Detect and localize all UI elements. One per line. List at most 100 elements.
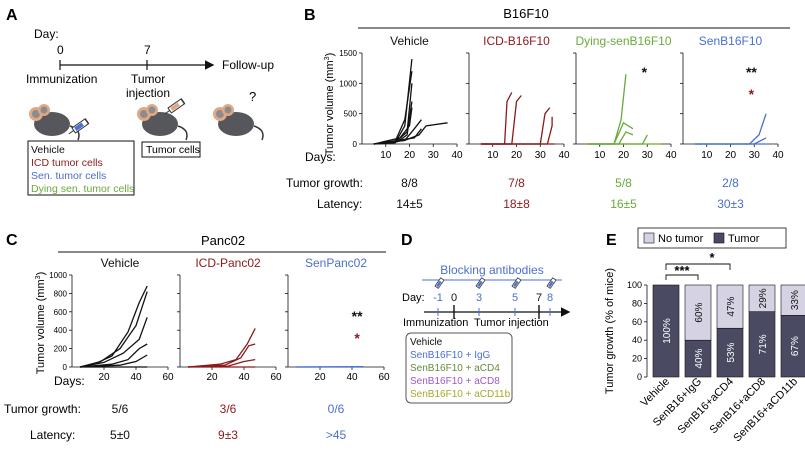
significance-star: *** xyxy=(674,263,690,278)
x-tick-label: 10 xyxy=(380,150,392,161)
subplot-title: ICD-Panc02 xyxy=(195,256,261,270)
x-tick-label: 10 xyxy=(487,150,499,161)
x-tick-label: 40 xyxy=(558,150,570,161)
significance-star: * xyxy=(709,250,715,265)
x-tick-label: 30 xyxy=(535,150,547,161)
panel-a-letter: A xyxy=(6,7,18,24)
panel-d-legend-item: SenB16F10 + aCD4 xyxy=(410,363,500,374)
panel-c: C Panc02 Tumor volume (mm3) Vehicle 0 200 4… xyxy=(4,232,390,442)
timeline-tick-label: 0 xyxy=(451,292,457,304)
latency-value: 9±3 xyxy=(218,428,238,442)
panel-a-follow-up: Follow-up xyxy=(222,58,274,72)
y-tick-label: 600 xyxy=(54,308,68,317)
series-line xyxy=(587,74,627,145)
syringe-fluid xyxy=(513,280,519,288)
subplot-title: Vehicle xyxy=(390,34,429,48)
series-line xyxy=(79,285,148,368)
panel-a-legend-box xyxy=(27,140,135,196)
legend-box xyxy=(637,227,787,249)
x-tick-label: 40 xyxy=(451,150,463,161)
panel-c-latency-label: Latency: xyxy=(30,428,75,442)
latency-value: 5±0 xyxy=(110,428,130,442)
syringe-fluid xyxy=(477,280,483,288)
category-label: SenB16+aCD4 xyxy=(676,376,737,437)
panel-a-tick-label-0: 0 xyxy=(57,43,64,57)
significance-bracket xyxy=(665,274,699,280)
bar-tumor xyxy=(780,315,805,378)
panel-c-growth-label: Tumor growth: xyxy=(4,402,81,416)
x-tick-label: 30 xyxy=(749,150,761,161)
panel-a-tumor-line1: Tumor xyxy=(131,72,165,86)
significance-star: * xyxy=(354,330,360,346)
x-tick-label: 20 xyxy=(618,150,630,161)
syringe-icon xyxy=(164,98,186,115)
latency-value: 14±5 xyxy=(396,197,423,211)
panel-b-ylabel: Tumor volume (mm3) xyxy=(324,53,336,156)
syringe-fluid xyxy=(548,280,554,288)
panel-b: B B16F10 Tumor volume (mm3) Vehicle 0 500 1… xyxy=(286,6,790,211)
x-tick-label: 40 xyxy=(346,372,358,383)
x-tick-label: 40 xyxy=(238,372,250,383)
subplot-title: SenB16F10 xyxy=(699,34,763,48)
y-tick-label: 0 xyxy=(353,140,358,149)
y-tick-label: 100 xyxy=(627,280,642,290)
panel-a-legend-item: Sen. tumor cells xyxy=(31,170,106,182)
tumor-growth-value: 5/8 xyxy=(615,176,632,190)
legend-label: Tumor xyxy=(728,233,760,245)
panel-d-day-label: Day: xyxy=(402,292,425,304)
x-tick-label: 20 xyxy=(404,150,416,161)
subplot-title: ICD-B16F10 xyxy=(483,34,550,48)
bar-tumor-label: 100% xyxy=(662,318,673,344)
panel-d: D Blocking antibodies Day: -1 0 3 5 7 8 Immun… xyxy=(401,232,571,404)
series-line xyxy=(79,343,148,368)
series-line xyxy=(587,121,634,145)
bar-tumor xyxy=(716,327,744,378)
y-tick-label: 0 xyxy=(63,363,68,372)
subplot-title: Vehicle xyxy=(101,256,140,270)
series-line xyxy=(373,59,413,145)
subplot: Dying-senB16F10 10 20 30 40 * 5/8 16±5 xyxy=(573,34,677,211)
x-tick-label: 40 xyxy=(665,150,677,161)
significance-star: * xyxy=(749,86,755,102)
significance-bracket xyxy=(665,263,731,270)
series-line xyxy=(587,131,634,145)
bar-tumor-label: 40% xyxy=(694,348,705,368)
panel-d-legend-item: SenB16F10 + IgG xyxy=(410,350,491,361)
latency-value: 30±3 xyxy=(717,197,744,211)
y-tick-label: 20 xyxy=(632,354,642,364)
panel-d-legend-item: SenB16F10 + aCD11b xyxy=(410,389,511,400)
x-tick-label: 20 xyxy=(314,372,326,383)
panel-a-tumor-cells-label: Tumor cells xyxy=(146,144,200,156)
panel-a-tumor-line2: injection xyxy=(126,86,170,100)
y-tick-label: 500 xyxy=(344,110,358,119)
category-label: SenB16+aCD8 xyxy=(708,376,769,437)
x-tick-label: 60 xyxy=(162,372,174,383)
timeline-tick-label: 7 xyxy=(536,292,542,304)
y-tick-label: 1500 xyxy=(339,49,357,58)
series-line xyxy=(373,107,413,145)
series-line xyxy=(79,291,148,368)
series-line xyxy=(373,122,448,145)
panel-c-days-label: Days: xyxy=(54,374,85,388)
syringe-icon xyxy=(434,277,445,289)
y-tick-label: 80 xyxy=(632,298,642,308)
mouse-icon xyxy=(29,104,80,141)
panel-d-header: Blocking antibodies xyxy=(440,263,543,277)
panel-d-ticks: -1 0 3 5 7 8 xyxy=(433,277,557,319)
significance-star: * xyxy=(642,64,648,80)
subplot-title: Dying-senB16F10 xyxy=(575,34,671,48)
x-tick-label: 40 xyxy=(130,372,142,383)
panel-b-growth-label: Tumor growth: xyxy=(286,176,363,190)
bar-tumor xyxy=(684,339,712,378)
panel-a-question: ? xyxy=(249,89,256,104)
legend-swatch xyxy=(643,232,655,244)
mouse-icon xyxy=(137,104,188,141)
series-line xyxy=(79,317,148,368)
latency-value: 16±5 xyxy=(610,197,637,211)
bar-no-tumor-label: 47% xyxy=(726,297,737,317)
x-tick-label: 30 xyxy=(428,150,440,161)
x-tick-label: 60 xyxy=(270,372,282,383)
syringe-fluid xyxy=(436,280,442,288)
